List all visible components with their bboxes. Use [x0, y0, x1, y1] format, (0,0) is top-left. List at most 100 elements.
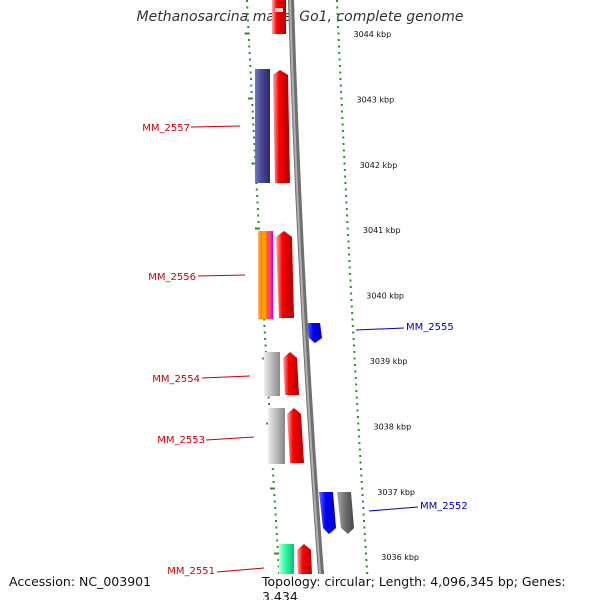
scale-label-3042: 3042 kbp — [360, 161, 398, 170]
outer-track-tick — [343, 156, 346, 158]
outer-track-tick — [364, 546, 367, 548]
outer-track-tick — [338, 65, 341, 67]
outer-track-tick — [362, 513, 365, 516]
outer-track-tick — [355, 390, 358, 392]
inner-track-tick — [250, 84, 253, 87]
inner-track-tick — [277, 565, 280, 568]
inner-track-tick — [248, 45, 251, 48]
gene-label-mm-2555: MM_2555 — [406, 322, 454, 333]
inner-track-tick — [252, 117, 254, 119]
outer-track-tick — [347, 247, 350, 249]
outer-track-tick — [359, 455, 362, 457]
inner-track-tick — [275, 526, 278, 529]
outer-track-tick — [345, 208, 348, 210]
outer-track-tick — [355, 396, 358, 399]
outer-track-tick — [364, 539, 367, 542]
outer-track-tick — [358, 435, 360, 438]
outer-track-tick — [349, 286, 352, 288]
inner-track-tick — [264, 338, 267, 340]
inner-track-tick — [250, 91, 253, 93]
inner-track-tick — [277, 559, 280, 561]
scale-label-3038: 3038 kbp — [374, 422, 412, 431]
gene-label-mm-2552: MM_2552 — [420, 501, 468, 512]
inner-track-tick — [270, 487, 275, 490]
scale-label-3036: 3036 kbp — [381, 553, 419, 562]
inner-track-tick — [274, 552, 279, 555]
gene-mm-2553[interactable]: MM_2553 — [157, 408, 304, 464]
gene-label-mm-2557: MM_2557 — [142, 123, 190, 134]
outer-track-tick — [340, 91, 343, 93]
inner-track-tick — [246, 0, 248, 2]
outer-track-tick — [338, 52, 341, 54]
gene-mm-2554[interactable]: MM_2554 — [152, 352, 299, 396]
outer-track-tick — [348, 260, 351, 262]
gene-label-mm-2553: MM_2553 — [157, 435, 205, 446]
inner-track-tick — [253, 143, 256, 145]
inner-track-tick — [248, 39, 250, 41]
inner-track-tick — [248, 52, 251, 54]
gene-mm-2556[interactable]: MM_2556 — [148, 231, 294, 319]
outer-track-tick — [350, 292, 353, 295]
outer-track-tick — [349, 273, 352, 275]
outer-track-tick — [350, 305, 353, 308]
outer-track-tick — [358, 448, 361, 451]
inner-track-tick — [273, 500, 276, 503]
inner-track-tick — [275, 520, 277, 522]
inner-track-tick — [255, 227, 260, 230]
genome-summary-text: Topology: circular; Length: 4,096,345 bp… — [262, 574, 600, 600]
gene-mm-2557[interactable]: MM_2557 — [142, 69, 290, 183]
outer-track-tick — [348, 266, 351, 269]
outer-track-tick — [340, 97, 343, 100]
scale-label-3041: 3041 kbp — [363, 226, 401, 235]
inner-track-tick — [255, 188, 258, 191]
outer-track-tick — [352, 344, 355, 347]
scale-label-3037: 3037 kbp — [377, 488, 415, 497]
outer-track-tick — [365, 565, 368, 568]
inner-track-tick — [248, 97, 253, 100]
outer-track-tick — [352, 338, 355, 340]
outer-track-tick — [344, 188, 347, 191]
inner-track-tick — [252, 123, 255, 126]
outer-track-tick — [354, 364, 356, 366]
inner-track-tick — [253, 136, 255, 139]
outer-track-tick — [348, 253, 351, 256]
outer-track-tick — [355, 383, 358, 386]
outer-track-tick — [352, 331, 355, 334]
inner-track-tick — [246, 13, 249, 15]
outer-track-tick — [349, 279, 352, 282]
inner-track-tick — [247, 26, 250, 28]
inner-track-tick — [252, 130, 255, 132]
outer-track-tick — [359, 468, 362, 470]
scale-label-3039: 3039 kbp — [370, 357, 408, 366]
outer-track-tick — [337, 39, 340, 41]
inner-track-tick — [249, 65, 252, 67]
gene-mm-2555[interactable]: MM_2555 — [307, 322, 454, 343]
genome-backbone — [288, 0, 326, 600]
outer-track-tick — [365, 552, 367, 555]
outer-track-tick — [336, 13, 339, 15]
outer-track-tick — [357, 429, 360, 431]
inner-track-tick — [256, 208, 259, 210]
inner-track-tick — [276, 539, 279, 542]
inner-track-tick — [247, 19, 249, 22]
inner-track-tick — [246, 6, 249, 9]
outer-track-tick — [340, 104, 343, 106]
outer-track-tick — [341, 117, 344, 119]
outer-track-tick — [365, 559, 368, 561]
outer-track-tick — [351, 325, 354, 327]
outer-track-tick — [343, 169, 346, 171]
inner-track-tick — [253, 149, 256, 152]
gene-mm-2552[interactable]: MM_2552 — [319, 492, 468, 534]
outer-track-tick — [346, 214, 349, 217]
outer-track-tick — [353, 351, 356, 353]
outer-track-tick — [345, 201, 348, 204]
outer-track-tick — [354, 377, 357, 379]
outer-track-tick — [351, 318, 354, 321]
gene-label-mm-2551: MM_2551 — [167, 566, 215, 577]
outer-track-tick — [336, 0, 338, 2]
inner-track-tick — [257, 221, 260, 223]
gene-label-mm-2554: MM_2554 — [152, 374, 200, 385]
outer-track-tick — [346, 221, 349, 223]
